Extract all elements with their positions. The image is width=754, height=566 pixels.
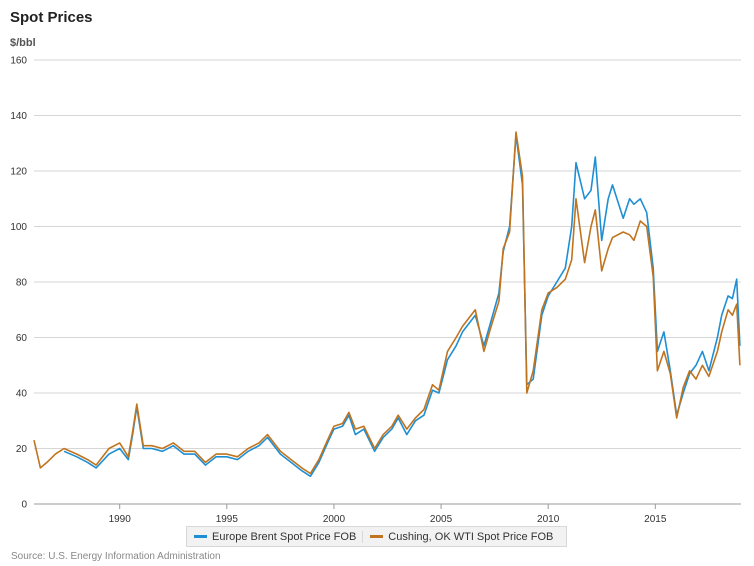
x-tick-label-2000: 2000 xyxy=(323,514,346,525)
chart-legend: Europe Brent Spot Price FOB Cushing, OK … xyxy=(186,526,567,547)
y-tick-label-60: 60 xyxy=(16,333,28,344)
chart-title: Spot Prices xyxy=(10,9,93,26)
series-lines xyxy=(33,131,741,478)
y-tick-label-20: 20 xyxy=(16,444,28,455)
legend-swatch-brent xyxy=(194,535,207,538)
series-line-brent xyxy=(63,134,741,478)
series-line-wti xyxy=(33,131,741,475)
y-tick-label-160: 160 xyxy=(10,56,27,67)
x-tick-label-1995: 1995 xyxy=(216,514,239,525)
x-tick-label-2015: 2015 xyxy=(644,514,667,525)
y-axis-ticks: 0 20 40 60 80 100 120 140 160 xyxy=(10,56,27,511)
y-tick-label-140: 140 xyxy=(10,111,27,122)
legend-item-wti[interactable]: Cushing, OK WTI Spot Price FOB xyxy=(362,530,559,543)
y-tick-label-120: 120 xyxy=(10,167,27,178)
source-note: Source: U.S. Energy Information Administ… xyxy=(11,551,221,562)
legend-item-brent[interactable]: Europe Brent Spot Price FOB xyxy=(187,531,362,543)
legend-swatch-wti xyxy=(370,535,384,538)
legend-label-brent: Europe Brent Spot Price FOB xyxy=(212,530,357,543)
x-tick-label-2010: 2010 xyxy=(537,514,560,525)
grid-lines xyxy=(34,59,741,505)
y-tick-label-40: 40 xyxy=(16,389,28,400)
y-tick-label-100: 100 xyxy=(10,222,27,233)
x-tick-label-1990: 1990 xyxy=(109,514,132,525)
legend-label-wti: Cushing, OK WTI Spot Price FOB xyxy=(388,530,554,543)
y-axis-unit-label: $/bbl xyxy=(10,37,36,49)
x-tick-label-2005: 2005 xyxy=(430,514,453,525)
x-axis-ticks: 1990 1995 2000 2005 2010 2015 xyxy=(109,504,667,525)
y-tick-label-80: 80 xyxy=(16,278,28,289)
y-tick-label-0: 0 xyxy=(21,500,27,511)
